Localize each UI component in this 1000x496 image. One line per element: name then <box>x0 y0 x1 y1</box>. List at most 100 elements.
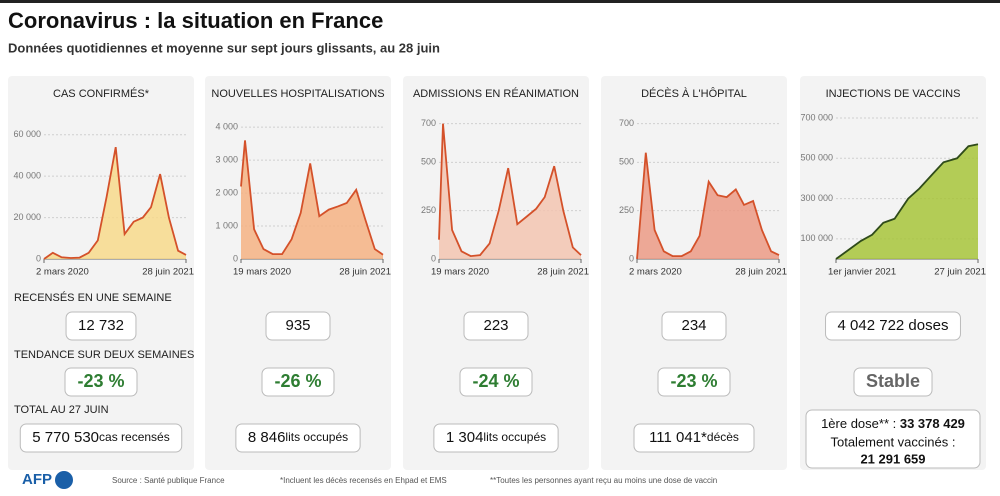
total-box: 8 846lits occupés <box>235 423 361 453</box>
week-value: 935 <box>285 317 310 334</box>
total-box-text: 111 041*décès <box>649 429 739 446</box>
row-label: TENDANCE SUR DEUX SEMAINES <box>14 349 194 361</box>
trend-value: -23 % <box>670 371 717 391</box>
y-tick-label: 500 000 <box>800 153 833 163</box>
total-value: 5 770 530 <box>32 429 99 446</box>
area <box>44 147 186 259</box>
full-value: 21 291 659 <box>860 451 925 466</box>
week-box: 223 <box>463 311 529 341</box>
y-tick-label: 250 <box>421 205 436 215</box>
top-rule <box>0 0 1000 3</box>
first-dose: 1ère dose** : 33 378 429 <box>821 416 965 431</box>
box <box>64 367 138 397</box>
x-tick-label: 28 juin 2021 <box>339 267 391 278</box>
week-box: 4 042 722 doses <box>825 311 961 341</box>
total-value: 8 846 <box>248 429 286 446</box>
week-box-text: 935 <box>285 317 310 334</box>
x-tick-label: 28 juin 2021 <box>142 267 194 278</box>
total-box-text: 1 304lits occupés <box>446 429 546 446</box>
trend-box-text: -23 % <box>670 371 717 391</box>
box <box>633 423 755 453</box>
week-value: 234 <box>681 317 706 334</box>
week-box-text: 4 042 722 doses <box>838 317 949 334</box>
total-box: 111 041*décès <box>633 423 755 453</box>
y-tick-label: 0 <box>431 253 436 263</box>
week-box: 12 732 <box>65 311 137 341</box>
trend-box: -23 % <box>64 367 138 397</box>
y-tick-label: 300 000 <box>800 193 833 203</box>
y-tick-label: 4 000 <box>215 122 238 132</box>
panel <box>205 76 391 470</box>
subtitle: Données quotidiennes et moyenne sur sept… <box>8 40 440 55</box>
y-tick-label: 700 000 <box>800 112 833 122</box>
line <box>438 123 582 258</box>
chart-title: ADMISSIONS EN RÉANIMATION <box>413 87 579 100</box>
source: Source : Santé publique France <box>112 476 225 485</box>
full-label: Totalement vaccinés : <box>830 434 955 449</box>
chart-title: DÉCÈS À L'HÔPITAL <box>641 87 747 100</box>
vaccine-box <box>805 409 981 469</box>
week-box: 234 <box>661 311 727 341</box>
total-unit: décès <box>707 430 739 444</box>
y-tick-label: 40 000 <box>13 171 41 181</box>
y-tick-label: 250 <box>619 205 634 215</box>
y-tick-label: 20 000 <box>13 212 41 222</box>
week-box-text: 223 <box>483 317 508 334</box>
x-tick-label: 19 mars 2020 <box>431 267 489 278</box>
panel <box>403 76 589 470</box>
total-value: 111 041* <box>649 429 707 446</box>
x-tick-label: 2 mars 2020 <box>629 267 682 278</box>
total-unit: lits occupés <box>483 430 546 444</box>
trend-value: -24 % <box>472 371 519 391</box>
total-box: 1 304lits occupés <box>433 423 559 453</box>
total-value: 1 304 <box>446 429 484 446</box>
trend-value: -23 % <box>77 371 124 391</box>
x-tick-label: 28 juin 2021 <box>537 267 589 278</box>
logo-mark <box>55 471 73 489</box>
panel <box>8 76 194 470</box>
footnote: *Incluent les décès recensés en Ehpad et… <box>280 476 447 485</box>
y-tick-label: 0 <box>36 253 41 263</box>
total-unit: lits occupés <box>285 430 348 444</box>
week-value: 223 <box>483 317 508 334</box>
y-tick-label: 0 <box>629 253 634 263</box>
line <box>636 152 780 260</box>
line <box>240 140 384 256</box>
trend-box-text: -23 % <box>77 371 124 391</box>
y-tick-label: 1 000 <box>215 220 238 230</box>
box <box>853 367 933 397</box>
box <box>65 311 137 341</box>
logo: AFP <box>22 471 52 488</box>
title: Coronavirus : la situation en France <box>8 8 383 33</box>
trend-box: -23 % <box>657 367 731 397</box>
box <box>261 367 335 397</box>
trend-box-text: Stable <box>866 371 920 391</box>
y-tick-label: 60 000 <box>13 129 41 139</box>
week-value: 12 732 <box>78 317 124 334</box>
x-tick-label: 19 mars 2020 <box>233 267 291 278</box>
box <box>265 311 331 341</box>
line <box>835 143 979 260</box>
trend-value: -26 % <box>274 371 321 391</box>
y-tick-label: 500 <box>619 157 634 167</box>
trend-box: -24 % <box>459 367 533 397</box>
row-label: RECENSÉS EN UNE SEMAINE <box>14 291 172 304</box>
y-tick-label: 100 000 <box>800 233 833 243</box>
box <box>825 311 961 341</box>
box <box>657 367 731 397</box>
line <box>43 146 187 260</box>
week-box-text: 12 732 <box>78 317 124 334</box>
x-tick-label: 2 mars 2020 <box>36 267 89 278</box>
y-tick-label: 700 <box>619 118 634 128</box>
row-label: TOTAL AU 27 JUIN <box>14 404 109 416</box>
trend-box-text: -26 % <box>274 371 321 391</box>
box <box>235 423 361 453</box>
week-box: 935 <box>265 311 331 341</box>
y-tick-label: 0 <box>233 253 238 263</box>
box <box>19 423 183 453</box>
box <box>463 311 529 341</box>
first-dose-value: 33 378 429 <box>900 416 965 431</box>
total-unit: cas recensés <box>99 430 170 444</box>
